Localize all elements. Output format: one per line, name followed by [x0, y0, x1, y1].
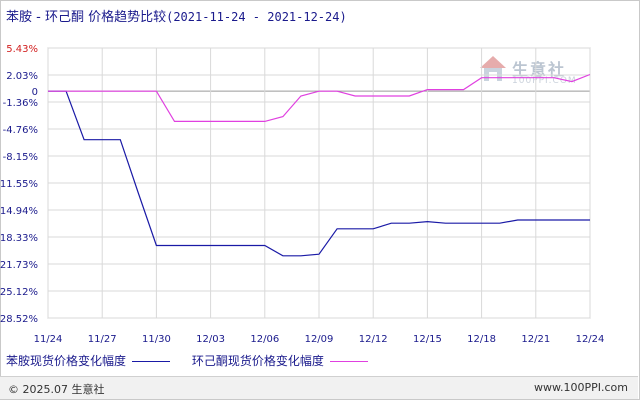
x-tick-label: 11/27 [88, 334, 117, 345]
x-tick-label: 11/24 [34, 334, 63, 345]
watermark-text: 生意社 [512, 60, 567, 79]
series-line-cyclohexanone [48, 73, 591, 123]
x-tick-label: 12/09 [305, 334, 334, 345]
x-tick-label: 12/24 [576, 334, 605, 345]
y-tick-label: -1.36% [3, 98, 38, 109]
legend-item-aniline: 苯胺现货价格变化幅度 [6, 352, 171, 369]
footer-bar: © 2025.07 生意社 www.100PPI.com [0, 376, 638, 399]
chart-title: 苯胺 - 环己酮 价格趋势比较(2021-11-24 - 2021-12-24) [6, 6, 347, 25]
x-tick-label: 12/21 [521, 334, 550, 345]
y-tick-label: -11.55% [0, 179, 38, 190]
legend-label-cyclohexanone: 环己酮现货价格变化幅度 [191, 354, 324, 368]
chart-title-range: (2021-11-24 - 2021-12-24) [166, 10, 347, 24]
y-tick-label: -4.76% [3, 125, 38, 136]
y-tick-label: -14.94% [0, 206, 38, 217]
series-line-aniline [48, 90, 590, 257]
chart-legend: 苯胺现货价格变化幅度 环己酮现货价格变化幅度 [6, 352, 386, 369]
watermark-logo: 生意社 100PPI.COM [478, 54, 578, 94]
x-tick-label: 12/03 [196, 334, 225, 345]
y-tick-label: -21.73% [0, 260, 38, 271]
legend-swatch-cyclohexanone [329, 361, 368, 362]
x-tick-label: 12/18 [467, 334, 496, 345]
x-tick-label: 11/30 [142, 334, 171, 345]
watermark-sub: 100PPI.COM [512, 76, 577, 86]
y-tick-label: -8.15% [3, 152, 38, 163]
legend-item-cyclohexanone: 环己酮现货价格变化幅度 [192, 352, 368, 369]
y-tick-label: 5.43% [6, 44, 38, 55]
legend-swatch-aniline [132, 361, 171, 362]
footer-site-link[interactable]: www.100PPI.com [534, 381, 628, 394]
x-tick-label: 12/06 [250, 334, 279, 345]
legend-label-aniline: 苯胺现货价格变化幅度 [6, 354, 127, 368]
y-tick-label: 0 [32, 87, 38, 98]
y-tick-label: -18.33% [0, 233, 38, 244]
y-tick-label: 2.03% [6, 71, 38, 82]
chart-title-main: 苯胺 - 环己酮 价格趋势比较 [6, 10, 167, 25]
y-tick-label: -25.12% [0, 287, 38, 298]
x-tick-label: 12/15 [413, 334, 442, 345]
y-tick-label: -28.52% [0, 314, 38, 325]
x-tick-label: 12/12 [359, 334, 388, 345]
footer-copyright: © 2025.07 生意社 [8, 383, 105, 396]
